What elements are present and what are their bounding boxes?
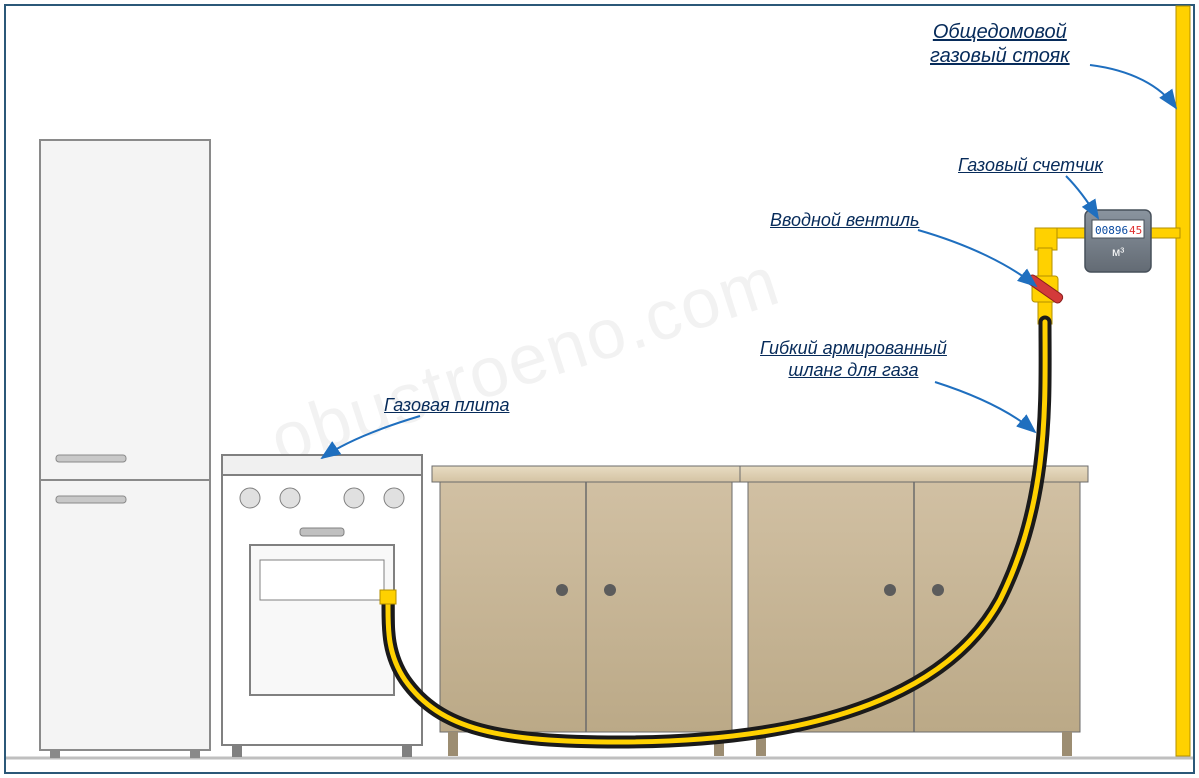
label-riser: Общедомовой газовый стояк [930, 20, 1070, 68]
meter-digits-red: 45 [1129, 224, 1142, 237]
cabinet-1 [432, 466, 740, 756]
gas-meter: 00896 45 м³ [1085, 210, 1151, 272]
label-meter: Газовый счетчик [958, 155, 1103, 177]
meter-unit: м³ [1112, 245, 1124, 259]
gas-riser [1176, 6, 1190, 756]
label-hose: Гибкий армированный шланг для газа [760, 338, 947, 381]
label-valve: Вводной вентиль [770, 210, 919, 232]
fridge [40, 140, 210, 758]
meter-digits: 00896 [1095, 224, 1128, 237]
label-stove: Газовая плита [384, 395, 509, 417]
diagram-svg: 00896 45 м³ [0, 0, 1199, 778]
